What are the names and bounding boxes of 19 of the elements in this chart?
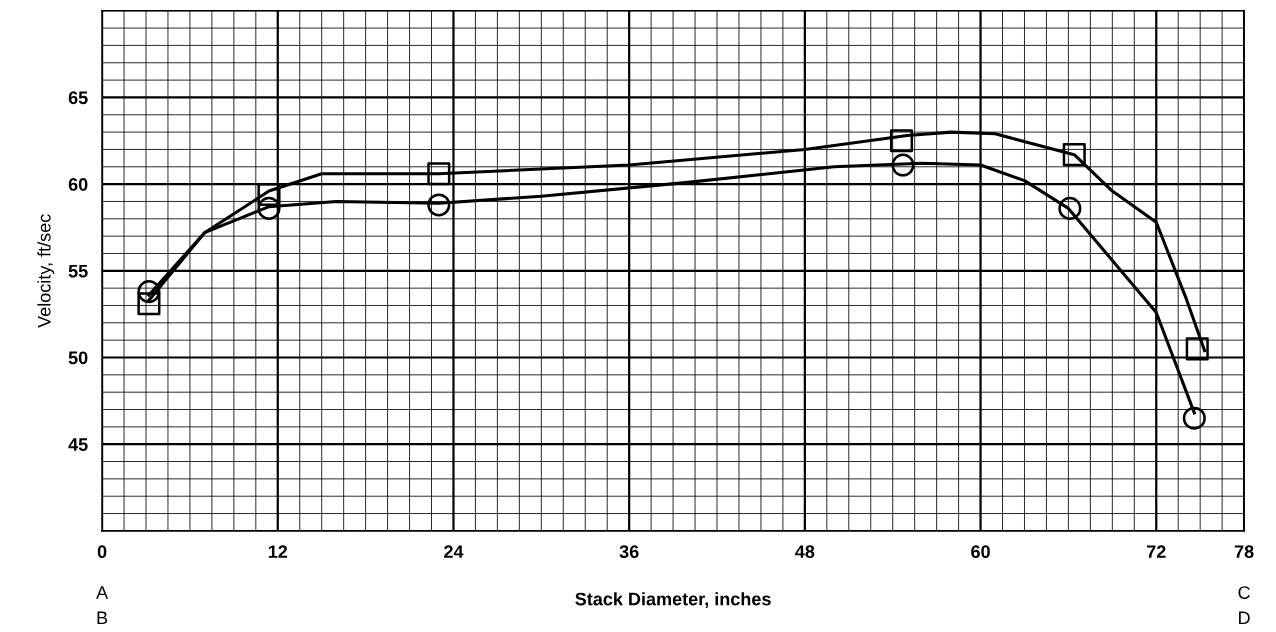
text: C xyxy=(1238,586,1250,599)
x-tick-label: 48 xyxy=(795,545,815,559)
x-tick-label: 78 xyxy=(1234,545,1254,559)
y-tick-label: 60 xyxy=(68,178,88,191)
x-tick-label: 60 xyxy=(971,545,990,559)
y-tick-label: 65 xyxy=(68,91,88,105)
text: B xyxy=(97,611,108,625)
x-axis-title: Stack Diameter, inches xyxy=(575,592,771,609)
x-tick-label: 12 xyxy=(268,545,288,558)
text: D xyxy=(1239,611,1250,625)
x-tick-label: 24 xyxy=(444,545,464,558)
y-tick-label: 55 xyxy=(68,264,88,278)
x-tick-label: 72 xyxy=(1146,545,1166,558)
y-axis-title: Velocity, ft/sec xyxy=(37,214,55,328)
x-tick-label: 36 xyxy=(619,545,639,559)
x-tick-label: 0 xyxy=(97,545,107,559)
text: A xyxy=(96,586,109,599)
y-tick-label: 50 xyxy=(68,351,88,365)
y-tick-label: 45 xyxy=(68,438,88,451)
